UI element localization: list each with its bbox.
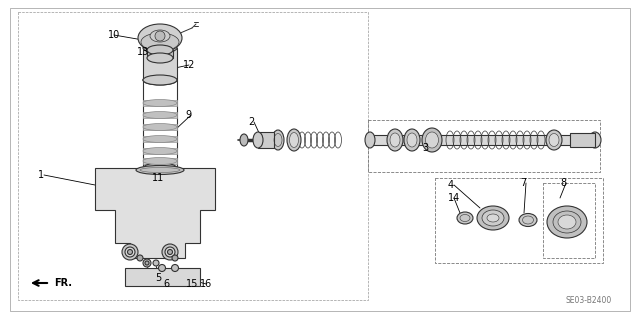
Ellipse shape — [240, 134, 248, 146]
Text: 4: 4 — [448, 180, 454, 190]
Ellipse shape — [147, 53, 173, 63]
Circle shape — [127, 249, 132, 255]
Ellipse shape — [426, 132, 438, 148]
Ellipse shape — [253, 132, 263, 148]
Circle shape — [168, 249, 173, 255]
Circle shape — [125, 247, 135, 257]
Bar — [143, 136, 177, 142]
Bar — [368, 120, 600, 172]
Bar — [370, 135, 595, 145]
Ellipse shape — [143, 158, 177, 165]
Ellipse shape — [150, 30, 170, 42]
Bar — [125, 268, 200, 286]
Bar — [143, 48, 177, 80]
Ellipse shape — [272, 130, 284, 150]
Circle shape — [155, 31, 165, 41]
Ellipse shape — [390, 133, 400, 147]
Bar — [543, 183, 595, 258]
Bar — [143, 100, 177, 106]
Circle shape — [153, 260, 159, 266]
Text: 12: 12 — [183, 60, 195, 70]
Text: 9: 9 — [185, 110, 191, 120]
Ellipse shape — [143, 100, 177, 107]
Text: 13: 13 — [137, 47, 149, 57]
Ellipse shape — [547, 206, 587, 238]
Circle shape — [165, 247, 175, 257]
Text: 8: 8 — [560, 178, 566, 188]
Circle shape — [159, 264, 166, 271]
Ellipse shape — [422, 128, 442, 152]
Bar — [18, 12, 368, 300]
Polygon shape — [95, 168, 215, 258]
Ellipse shape — [477, 206, 509, 230]
Circle shape — [137, 255, 143, 261]
Text: 2: 2 — [248, 117, 254, 127]
Ellipse shape — [143, 75, 177, 85]
Bar — [147, 50, 173, 58]
Circle shape — [145, 261, 149, 265]
Bar — [258, 132, 274, 148]
Ellipse shape — [289, 132, 298, 147]
Bar — [143, 124, 177, 130]
Text: 1: 1 — [38, 170, 44, 180]
Bar — [435, 178, 603, 263]
Circle shape — [172, 255, 178, 261]
Ellipse shape — [457, 212, 473, 224]
Ellipse shape — [143, 112, 177, 118]
Text: 7: 7 — [520, 178, 526, 188]
Ellipse shape — [482, 210, 504, 226]
Text: 6: 6 — [163, 279, 169, 289]
Ellipse shape — [147, 45, 173, 55]
Ellipse shape — [143, 163, 177, 173]
Ellipse shape — [287, 129, 301, 151]
Bar — [143, 112, 177, 118]
Ellipse shape — [141, 33, 179, 51]
Ellipse shape — [404, 129, 420, 151]
Text: SE03-B2400: SE03-B2400 — [566, 296, 612, 305]
Ellipse shape — [387, 129, 403, 151]
Ellipse shape — [143, 75, 177, 85]
Ellipse shape — [546, 130, 562, 150]
Text: 15: 15 — [186, 279, 198, 289]
Ellipse shape — [365, 132, 375, 148]
Ellipse shape — [143, 43, 177, 53]
Text: FR.: FR. — [54, 278, 72, 288]
Ellipse shape — [558, 215, 576, 229]
Circle shape — [162, 244, 178, 260]
Bar — [143, 148, 177, 154]
Text: 14: 14 — [448, 193, 460, 203]
Ellipse shape — [407, 133, 417, 147]
Text: 3: 3 — [422, 143, 428, 153]
Bar — [570, 133, 595, 147]
Circle shape — [122, 244, 138, 260]
Text: 16: 16 — [200, 279, 212, 289]
Ellipse shape — [143, 136, 177, 143]
Ellipse shape — [589, 132, 601, 148]
Bar — [143, 158, 177, 164]
Circle shape — [172, 264, 179, 271]
Ellipse shape — [138, 24, 182, 52]
Ellipse shape — [143, 123, 177, 130]
Text: 10: 10 — [108, 30, 120, 40]
Ellipse shape — [487, 214, 499, 222]
Text: 5: 5 — [155, 273, 161, 283]
Ellipse shape — [549, 133, 559, 146]
Ellipse shape — [519, 213, 537, 226]
Ellipse shape — [136, 166, 184, 174]
Ellipse shape — [143, 147, 177, 154]
Text: 11: 11 — [152, 173, 164, 183]
Circle shape — [143, 259, 151, 267]
